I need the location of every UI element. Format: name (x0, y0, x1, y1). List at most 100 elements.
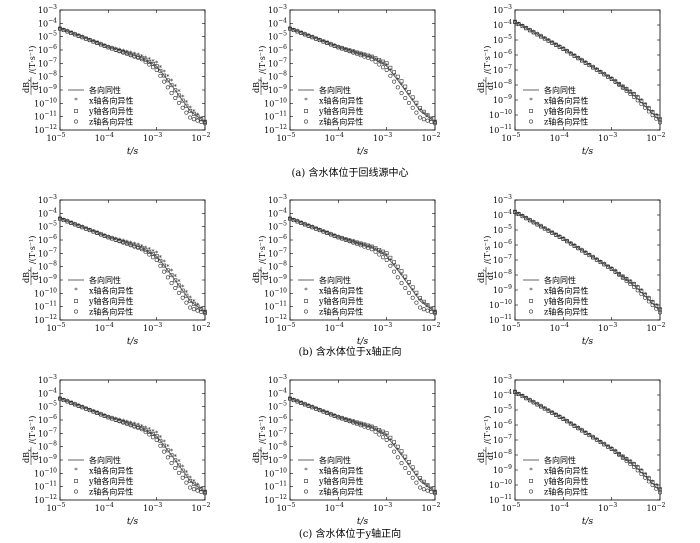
data-point: * (166, 263, 170, 271)
data-point (72, 32, 77, 37)
data-point (299, 221, 304, 225)
legend-label: z轴各向异性 (319, 487, 363, 497)
data-point (128, 52, 133, 57)
data-point (162, 73, 167, 78)
chart-panel-b2: 10−3 10−4 10−5 10−6 10−7 10−8 10−9 10−10 10−11 10… (252, 194, 441, 347)
data-point: * (174, 83, 178, 91)
data-point (414, 480, 419, 485)
data-point: * (129, 50, 133, 58)
data-point (531, 220, 536, 225)
data-point: * (621, 453, 625, 461)
data-point: * (159, 64, 163, 72)
data-point (542, 226, 547, 231)
y-tick-label: 10−8 (268, 441, 287, 452)
data-point (617, 82, 622, 86)
chart-panel-a3: 10−310−410−510−610−710−810−910−1010−1110… (477, 4, 666, 157)
data-point (310, 35, 315, 40)
x-axis-label: t/s (357, 147, 369, 157)
data-point (291, 218, 296, 223)
y-label-denominator: dt (31, 81, 40, 90)
data-point (384, 61, 389, 66)
data-point (169, 461, 174, 466)
data-point (328, 232, 333, 237)
data-point (87, 408, 92, 413)
data-point: * (136, 52, 140, 60)
data-point (162, 269, 167, 274)
x-tick-label: 10−5 (501, 132, 520, 143)
data-point (151, 252, 155, 256)
data-point (524, 26, 529, 31)
y-tick-label: 10−10 (34, 467, 57, 478)
y-tick-label: 10−5 (268, 31, 287, 42)
data-point: * (651, 108, 655, 116)
figure-caption: (a) 含水体位于回线源中心 (292, 166, 409, 179)
y-tick-label: 10−10 (489, 479, 512, 490)
data-point (154, 434, 159, 438)
legend-label: x轴各向异性 (319, 96, 364, 106)
data-point (158, 68, 163, 73)
data-point: * (189, 104, 193, 112)
data-point (565, 419, 569, 424)
x-tick-label: 10−3 (373, 322, 392, 333)
data-point (587, 433, 592, 438)
legend-marker-swatch (74, 119, 79, 124)
data-point (561, 47, 566, 51)
data-point (565, 239, 569, 244)
y-tick-label: 10−6 (268, 234, 287, 245)
data-point (139, 425, 144, 430)
data-point (95, 411, 100, 415)
data-point: * (144, 424, 148, 432)
data-point (91, 229, 96, 234)
x-tick-label: 10−2 (646, 132, 665, 143)
x-tick-label: 10−5 (276, 322, 295, 333)
y-tick-label: 10−3 (38, 194, 57, 205)
x-tick-label: 10−3 (373, 502, 392, 513)
data-point: * (629, 278, 633, 286)
data-point (162, 443, 167, 448)
y-tick-label: 10−3 (493, 374, 512, 385)
data-point: * (629, 88, 633, 96)
x-tick-label: 10−3 (598, 132, 617, 143)
y-label-numerator: dBy (252, 268, 263, 283)
data-point (392, 269, 397, 274)
y-tick-label: 10−5 (268, 221, 287, 232)
x-axis-label: t/s (582, 337, 594, 347)
data-point (410, 285, 415, 290)
data-point (169, 273, 174, 278)
legend-marker-swatch (74, 299, 78, 303)
data-point: * (174, 453, 178, 461)
legend-label: 各向同性 (319, 85, 351, 95)
data-point (203, 490, 207, 494)
data-point (61, 398, 66, 403)
data-point: * (632, 460, 636, 468)
y-tick-label: 10−5 (493, 34, 512, 45)
data-point (516, 212, 521, 216)
data-point (72, 402, 77, 407)
data-point (546, 408, 551, 413)
data-point: * (625, 455, 629, 463)
data-point (388, 65, 393, 70)
y-tick-label: 10−6 (268, 414, 287, 425)
data-point (299, 401, 304, 405)
data-point (136, 54, 140, 59)
data-point (539, 224, 543, 229)
x-tick-label: 10−5 (46, 132, 65, 143)
y-tick-label: 10−9 (493, 284, 512, 295)
data-point (366, 55, 371, 60)
data-point (598, 70, 603, 74)
legend-label: x轴各向异性 (89, 96, 134, 106)
y-tick-label: 10−8 (493, 79, 512, 90)
legend-label: y轴各向异性 (318, 296, 364, 306)
y-tick-label: 10−7 (38, 57, 57, 68)
y-tick-label: 10−3 (493, 194, 512, 205)
data-point (147, 249, 152, 254)
data-point (162, 263, 167, 268)
y-tick-label: 10−12 (34, 124, 57, 135)
data-point (102, 43, 107, 48)
x-axis-label: t/s (127, 147, 139, 157)
data-point (388, 443, 393, 448)
